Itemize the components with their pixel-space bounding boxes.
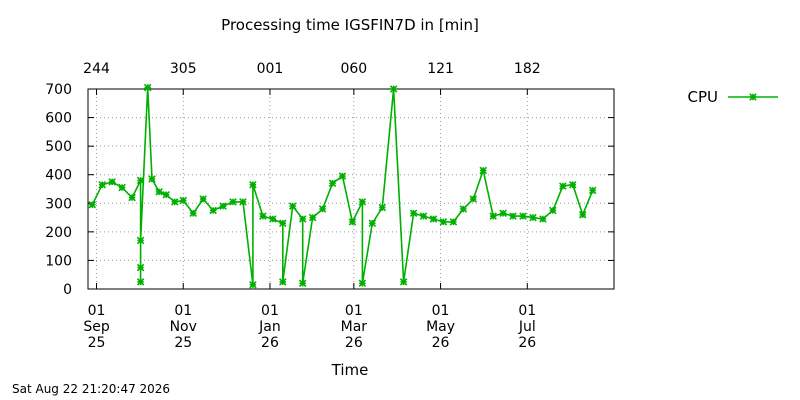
legend-sample-cpu bbox=[728, 93, 778, 101]
y-tick-label: 700 bbox=[45, 82, 72, 98]
data-point bbox=[479, 166, 487, 175]
data-point bbox=[229, 198, 237, 206]
data-point bbox=[449, 218, 458, 226]
x-tick-label: 01 Mar 26 bbox=[341, 303, 368, 351]
data-point bbox=[179, 196, 188, 205]
data-point bbox=[278, 219, 287, 228]
data-point bbox=[118, 183, 126, 192]
data-point bbox=[429, 215, 438, 223]
data-point bbox=[469, 195, 478, 203]
data-point bbox=[419, 212, 428, 220]
data-point bbox=[588, 186, 597, 195]
data-point bbox=[199, 195, 207, 203]
data-point bbox=[389, 85, 398, 93]
x-top-tick-label: 182 bbox=[514, 61, 541, 77]
data-point bbox=[559, 182, 567, 190]
x-top-tick-label: 060 bbox=[340, 61, 367, 77]
data-point bbox=[278, 278, 287, 286]
data-point bbox=[259, 212, 267, 220]
x-top-tick-label: 121 bbox=[427, 61, 454, 77]
series-line-cpu bbox=[91, 86, 594, 286]
data-point bbox=[136, 176, 145, 185]
data-point bbox=[143, 83, 152, 92]
x-tick-label: 01 Jan 26 bbox=[258, 303, 281, 351]
data-point bbox=[569, 180, 577, 189]
data-point bbox=[298, 215, 307, 223]
legend-label-cpu: CPU bbox=[688, 88, 719, 106]
data-point bbox=[136, 263, 145, 272]
data-point bbox=[308, 213, 317, 222]
data-point bbox=[155, 188, 163, 196]
data-point bbox=[98, 180, 106, 189]
data-point bbox=[249, 280, 257, 289]
x-tick-label: 01 May 26 bbox=[426, 303, 455, 351]
data-point bbox=[269, 215, 277, 223]
data-point bbox=[578, 210, 587, 219]
y-tick-label: 0 bbox=[63, 282, 72, 298]
data-point bbox=[509, 212, 517, 220]
x-top-tick-label: 001 bbox=[257, 61, 284, 77]
data-point bbox=[318, 205, 327, 213]
data-point bbox=[249, 180, 257, 189]
data-point bbox=[88, 200, 97, 209]
legend: CPU bbox=[688, 88, 778, 106]
data-point bbox=[338, 172, 347, 180]
plot-frame bbox=[87, 88, 615, 290]
footer-timestamp: Sat Aug 22 21:20:47 2026 bbox=[12, 382, 170, 396]
data-point bbox=[459, 205, 468, 213]
legend-marker bbox=[749, 93, 757, 101]
x-axis-bottom: 01 Sep 25 01 Nov 25 01 Jan 26 01 Mar 26 01 May 26 01 Jul… bbox=[83, 283, 536, 351]
data-point bbox=[489, 212, 497, 220]
x-tick-label: 01 Nov 25 bbox=[170, 303, 197, 351]
data-point bbox=[539, 215, 547, 223]
data-point bbox=[519, 212, 527, 220]
y-tick-label: 400 bbox=[45, 168, 72, 184]
data-point bbox=[358, 279, 367, 288]
data-point bbox=[219, 202, 227, 210]
y-tick-label: 200 bbox=[45, 225, 72, 241]
data-point bbox=[136, 236, 145, 245]
series-layer bbox=[88, 83, 597, 289]
y-axis: 0 100 200 300 400 500 600 700 bbox=[45, 82, 614, 298]
data-point bbox=[162, 190, 170, 199]
x-tick-label: 01 Jul 26 bbox=[518, 303, 536, 351]
x-axis-title: Time bbox=[331, 361, 369, 379]
data-point bbox=[549, 206, 557, 215]
data-point bbox=[239, 198, 247, 206]
y-tick-label: 300 bbox=[45, 196, 72, 212]
x-top-tick-label: 244 bbox=[83, 61, 110, 77]
x-tick-label: 01 Sep 25 bbox=[83, 303, 110, 351]
data-point bbox=[399, 278, 408, 286]
data-point bbox=[378, 203, 387, 212]
data-point bbox=[288, 202, 297, 210]
data-point bbox=[529, 213, 537, 222]
y-tick-label: 600 bbox=[45, 111, 72, 127]
data-point bbox=[439, 218, 448, 226]
data-point bbox=[209, 206, 217, 215]
x-axis-top: 244 305 001 060 121 182 bbox=[83, 61, 541, 95]
grid-lines bbox=[88, 89, 614, 289]
x-top-tick-label: 305 bbox=[170, 61, 197, 77]
data-point bbox=[348, 218, 357, 226]
data-point bbox=[148, 175, 156, 183]
data-point bbox=[358, 198, 367, 206]
data-point bbox=[298, 279, 307, 288]
chart-title: Processing time IGSFIN7D in [min] bbox=[221, 16, 479, 34]
data-point bbox=[409, 209, 418, 218]
y-tick-label: 100 bbox=[45, 253, 72, 269]
data-point bbox=[368, 219, 377, 228]
data-point bbox=[136, 278, 145, 286]
y-tick-label: 500 bbox=[45, 139, 72, 155]
data-point bbox=[128, 193, 136, 202]
data-point bbox=[328, 179, 337, 188]
data-point bbox=[499, 209, 507, 218]
data-point bbox=[189, 209, 197, 218]
data-point bbox=[108, 178, 116, 186]
data-point bbox=[170, 198, 179, 206]
